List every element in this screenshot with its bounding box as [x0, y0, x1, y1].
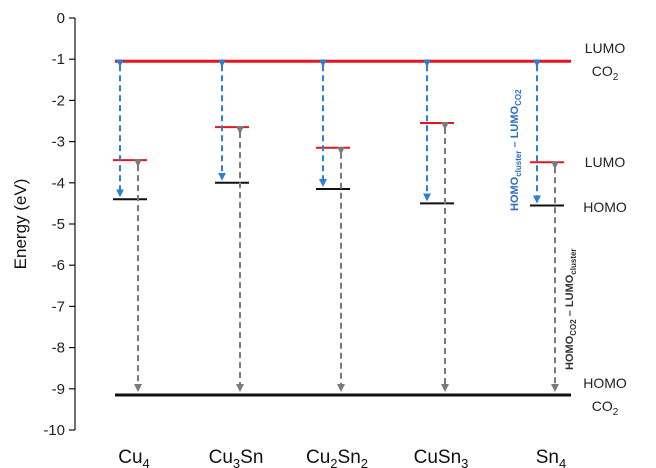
y-tick-label: -5: [52, 216, 65, 233]
label-lumo: LUMO: [585, 154, 626, 170]
y-tick-label: 0: [57, 10, 65, 27]
label-lumo-co2-sub: CO2: [592, 63, 619, 83]
y-tick-label: -3: [52, 134, 65, 151]
label-homo-co2: HOMO: [583, 375, 627, 391]
annotation-homo-co2-lumo-cluster: HOMOCO2 – LUMOcluster: [564, 248, 578, 370]
y-tick-label: -4: [52, 175, 65, 192]
y-tick-label: -2: [52, 92, 65, 109]
category-label: Cu2Sn2: [306, 447, 368, 468]
y-axis-label: Energy (eV): [11, 179, 30, 270]
y-tick-label: -6: [52, 257, 65, 274]
category-label: Cu4: [118, 447, 150, 468]
annotation-homo-cluster-lumo-co2: HOMOcluster – LUMOCO2: [509, 89, 523, 211]
category-label: CuSn3: [414, 447, 469, 468]
category-label: Sn4: [536, 447, 566, 468]
category-label: Cu3Sn: [209, 447, 264, 468]
y-tick-label: -7: [52, 298, 65, 315]
y-tick-label: -1: [52, 51, 65, 68]
label-homo-co2-sub: CO2: [592, 398, 619, 418]
label-lumo-co2: LUMO: [585, 40, 626, 56]
y-tick-label: -10: [43, 422, 65, 439]
y-tick-label: -8: [52, 340, 65, 357]
label-homo: HOMO: [583, 199, 627, 215]
y-tick-label: -9: [52, 381, 65, 398]
